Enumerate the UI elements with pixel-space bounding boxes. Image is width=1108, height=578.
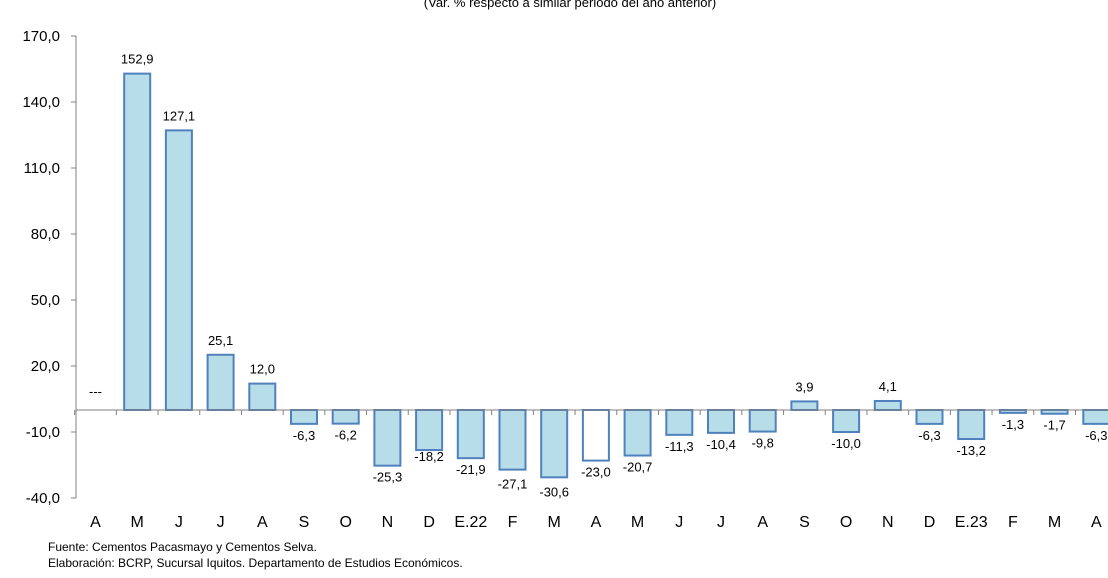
data-label: 4,1 xyxy=(879,379,897,394)
y-tick-label: -10,0 xyxy=(26,424,60,441)
data-label: -10,4 xyxy=(706,437,736,452)
data-label: -1,3 xyxy=(1002,417,1024,432)
data-label: -23,0 xyxy=(581,465,611,480)
bar xyxy=(498,409,527,471)
data-label: -27,1 xyxy=(498,477,528,492)
data-label: -21,9 xyxy=(456,462,486,477)
bar xyxy=(123,72,152,412)
data-label: -20,7 xyxy=(623,460,653,475)
x-tick-label: J xyxy=(717,514,725,531)
bar xyxy=(456,409,485,460)
x-tick-label: M xyxy=(548,514,561,531)
x-tick-label: A xyxy=(757,514,768,531)
y-tick-label: -40,0 xyxy=(26,490,60,507)
data-label: -11,3 xyxy=(665,439,694,454)
x-tick-label: E.22 xyxy=(454,514,487,531)
x-tick-label: J xyxy=(217,514,225,531)
data-label: -25,3 xyxy=(373,470,403,485)
bar xyxy=(164,129,193,411)
x-tick-label: J xyxy=(675,514,683,531)
bar xyxy=(248,382,277,412)
x-tick-label: N xyxy=(882,514,894,531)
x-tick-label: M xyxy=(131,514,144,531)
bar xyxy=(873,399,902,412)
bar xyxy=(748,409,777,433)
bar xyxy=(832,409,861,433)
x-tick-label: O xyxy=(840,514,852,531)
data-label: -6,3 xyxy=(918,428,940,443)
data-label: -18,2 xyxy=(414,449,444,464)
data-label: -1,7 xyxy=(1043,418,1065,433)
x-tick-label: F xyxy=(1008,514,1018,531)
data-label: --- xyxy=(89,384,102,399)
data-label: -6,2 xyxy=(334,428,356,443)
bar xyxy=(331,409,360,425)
bar xyxy=(290,409,318,425)
x-tick-label: A xyxy=(90,514,101,531)
data-label: -30,6 xyxy=(539,484,569,499)
y-tick-label: 110,0 xyxy=(24,160,60,177)
x-tick-label: A xyxy=(1091,514,1102,531)
bar xyxy=(1082,409,1108,425)
data-label: 25,1 xyxy=(208,333,233,348)
x-tick-label: N xyxy=(382,514,394,531)
data-label: 12,0 xyxy=(250,362,275,377)
bar xyxy=(665,409,694,436)
data-label: -9,8 xyxy=(751,436,773,451)
x-tick-label: M xyxy=(631,514,644,531)
y-tick-label: 50,0 xyxy=(31,292,60,309)
x-tick-label: A xyxy=(591,514,602,531)
x-tick-label: A xyxy=(257,514,268,531)
x-tick-label: M xyxy=(1048,514,1061,531)
bar xyxy=(540,409,569,479)
elaboration-note: Elaboración: BCRP, Sucursal Iquitos. Dep… xyxy=(48,556,463,570)
y-tick-label: 140,0 xyxy=(22,94,60,111)
x-tick-label: D xyxy=(423,514,435,531)
x-tick-label: S xyxy=(299,514,310,531)
bar xyxy=(623,409,652,457)
x-tick-label: E.23 xyxy=(955,514,988,531)
bar xyxy=(206,353,235,411)
bar xyxy=(373,409,402,467)
data-label: -10,0 xyxy=(831,436,861,451)
bar xyxy=(790,400,819,412)
bar xyxy=(1040,409,1069,415)
y-tick-label: 170,0 xyxy=(22,28,60,45)
data-label: 127,1 xyxy=(163,108,196,123)
data-label: 3,9 xyxy=(795,379,813,394)
bar xyxy=(957,409,986,441)
chart-subtitle: (Var. % respecto a similar periodo del a… xyxy=(424,0,716,10)
data-label: -6,3 xyxy=(293,428,315,443)
data-label: -13,2 xyxy=(956,443,986,458)
data-label: -6,3 xyxy=(1085,428,1107,443)
data-label: 152,9 xyxy=(121,52,154,67)
source-note: Fuente: Cementos Pacasmayo y Cementos Se… xyxy=(48,540,317,554)
x-tick-label: F xyxy=(508,514,518,531)
x-tick-label: D xyxy=(924,514,936,531)
bar xyxy=(581,409,610,462)
bar xyxy=(707,409,735,434)
bar xyxy=(415,409,444,452)
y-tick-label: 80,0 xyxy=(31,226,60,243)
x-tick-label: O xyxy=(339,514,351,531)
y-tick-label: 20,0 xyxy=(31,358,60,375)
x-tick-label: J xyxy=(175,514,183,531)
x-tick-label: S xyxy=(799,514,810,531)
bar xyxy=(915,409,944,425)
